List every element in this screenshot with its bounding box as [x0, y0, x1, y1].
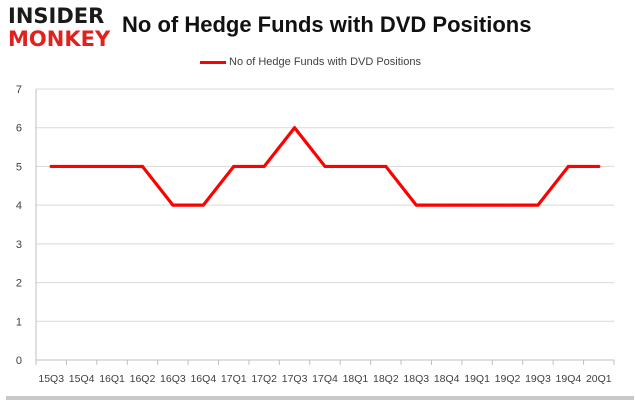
legend-swatch [200, 60, 226, 64]
x-tick-label: 16Q3 [160, 373, 186, 385]
data-point [293, 126, 297, 130]
x-tick-label: 16Q4 [190, 373, 216, 385]
data-point [353, 164, 357, 168]
x-tick-label: 18Q4 [434, 373, 460, 385]
x-tick-label: 17Q1 [221, 373, 247, 385]
data-point [171, 203, 175, 207]
y-tick-labels: 0 1 2 3 4 5 6 7 [16, 84, 22, 367]
data-point [262, 164, 266, 168]
x-tick-label: 19Q1 [464, 373, 490, 385]
x-tick-label: 20Q1 [586, 373, 612, 385]
data-point [475, 203, 479, 207]
x-tick-label: 18Q1 [343, 373, 369, 385]
data-point [536, 203, 540, 207]
data-point [80, 164, 84, 168]
data-point [140, 164, 144, 168]
x-tick-label: 16Q1 [99, 373, 125, 385]
data-point [506, 203, 510, 207]
x-tick-label: 16Q2 [130, 373, 156, 385]
y-tick-label: 0 [16, 355, 22, 367]
data-point [445, 203, 449, 207]
series-lines [49, 126, 601, 207]
data-point [110, 164, 114, 168]
chart-title: No of Hedge Funds with DVD Positions [122, 12, 532, 37]
y-tick-label: 5 [16, 161, 22, 173]
data-point [414, 203, 418, 207]
plot-bottom-shadow [6, 396, 634, 400]
legend-label: No of Hedge Funds with DVD Positions [229, 56, 421, 68]
data-point [201, 203, 205, 207]
x-tick-label: 19Q4 [556, 373, 582, 385]
y-tick-label: 4 [16, 200, 22, 212]
chart-legend: No of Hedge Funds with DVD Positions [200, 54, 421, 70]
x-tick-label: 18Q2 [373, 373, 399, 385]
x-tick-label: 17Q4 [312, 373, 338, 385]
data-point [323, 164, 327, 168]
y-tick-label: 2 [16, 278, 22, 290]
logo-line-monkey: MONKEY [8, 27, 111, 51]
y-tick-label: 6 [16, 123, 22, 135]
logo-line-insider: INSIDER [8, 4, 105, 28]
x-tick-label: 15Q4 [69, 373, 95, 385]
x-tick-label: 15Q3 [38, 373, 64, 385]
axes [35, 89, 615, 365]
x-tick-label: 17Q3 [282, 373, 308, 385]
y-tick-label: 3 [16, 239, 22, 251]
x-tick-label: 19Q2 [495, 373, 521, 385]
y-tick-label: 7 [16, 84, 22, 96]
data-point [232, 164, 236, 168]
x-tick-labels: 15Q3 15Q4 16Q1 16Q2 16Q3 16Q4 17Q1 17Q2 17Q3 17Q4… [38, 373, 611, 385]
data-point [49, 164, 53, 168]
x-tick-label: 18Q3 [403, 373, 429, 385]
data-point [384, 164, 388, 168]
x-tick-label: 19Q3 [525, 373, 551, 385]
insider-monkey-logo: INSIDER MONKEY [6, 4, 118, 52]
y-tick-label: 1 [16, 316, 22, 328]
data-point [566, 164, 570, 168]
x-tick-label: 17Q2 [251, 373, 277, 385]
data-point [597, 164, 601, 168]
